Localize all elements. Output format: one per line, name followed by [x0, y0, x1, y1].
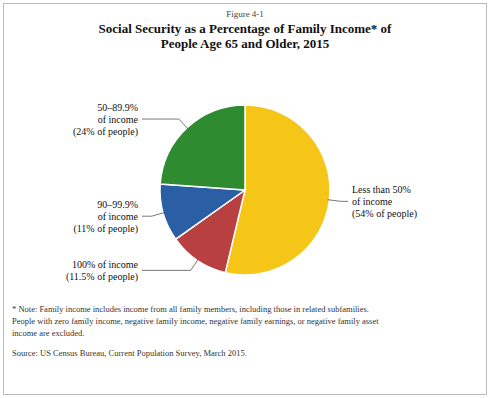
leader-line [142, 119, 188, 129]
leader-line [142, 259, 198, 270]
source: Source: US Census Bureau, Current Popula… [12, 348, 247, 358]
pie [160, 105, 330, 275]
pie-slice [160, 184, 245, 239]
note: People with zero family income, negative… [12, 316, 379, 326]
slice-label: Less than 50%of income(54% of people) [352, 184, 417, 220]
title: Social Security as a Percentage of Famil… [99, 21, 393, 51]
slice-label: 100% of income(11.5% of people) [66, 259, 139, 283]
note: income are excluded. [12, 328, 84, 338]
figure-label: Figure 4-1 [226, 9, 264, 19]
chart-container: Figure 4-1 Social Security as a Percentag… [0, 0, 490, 398]
frame [4, 4, 487, 395]
note: * Note: Family income includes income fr… [12, 304, 369, 314]
chart: Figure 4-1 Social Security as a Percentag… [0, 0, 490, 398]
leader-line [142, 213, 165, 217]
slice-label: 50–89.9%of income(24% of people) [73, 102, 139, 138]
labels: Less than 50%of income(54% of people) 100… [66, 102, 417, 283]
slice-label: 90–99.9%of income(11% of people) [73, 199, 138, 235]
leader-line [328, 200, 348, 202]
pie-slice [160, 105, 245, 190]
notes: * Note: Family income includes income fr… [12, 304, 379, 358]
